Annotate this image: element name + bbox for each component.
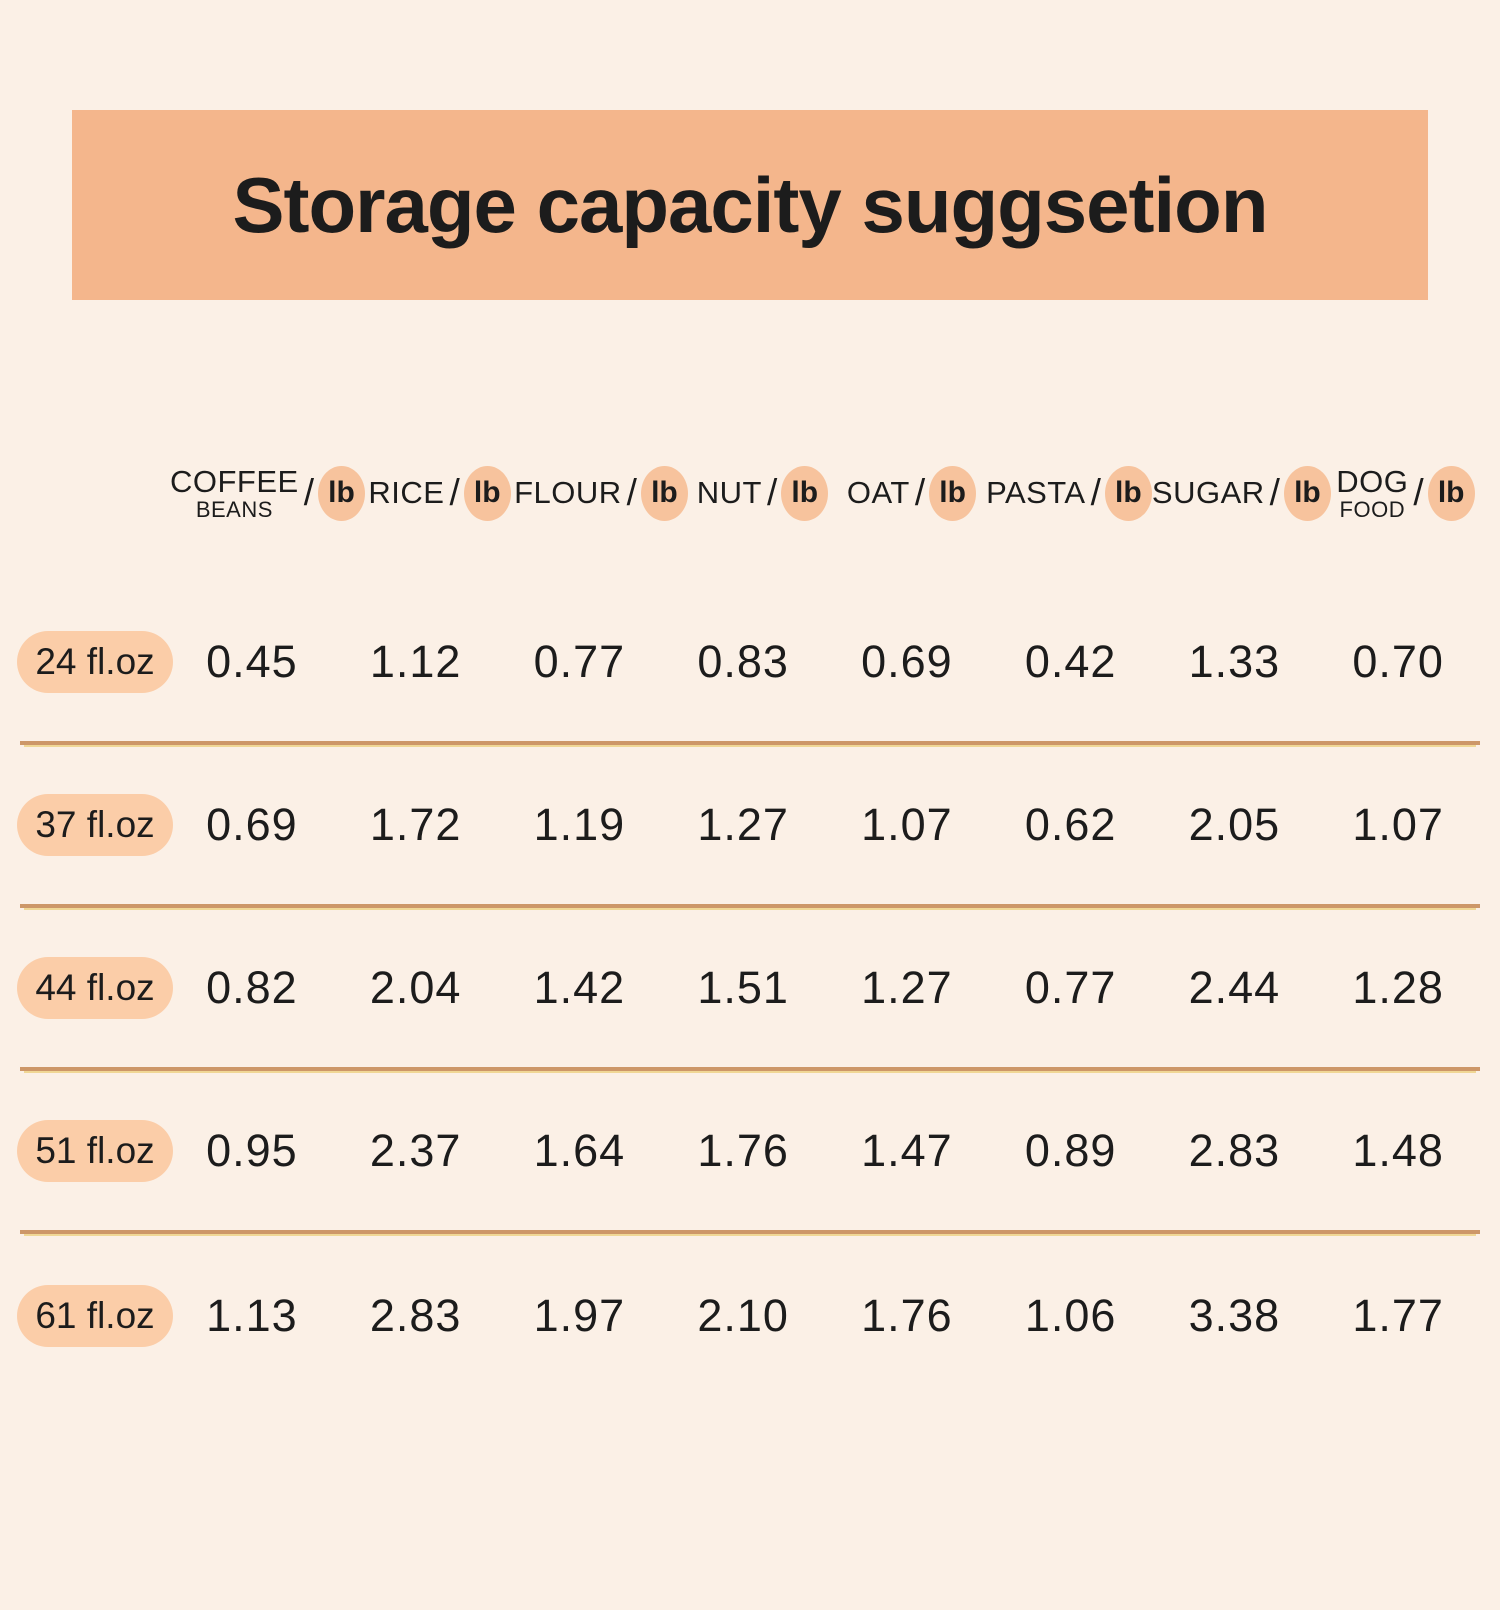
- value-cell: 0.77: [533, 635, 626, 687]
- value-cell: 1.76: [861, 1289, 953, 1341]
- column-name: OAT: [846, 475, 910, 510]
- column-name: DOG: [1336, 463, 1409, 499]
- column-name: SUGAR: [1151, 475, 1265, 510]
- value-cell: 2.05: [1188, 798, 1281, 850]
- table-row-51floz: 51 fl.oz 0.95 2.37 1.64 1.76 1.47 0.89 2…: [17, 1071, 1480, 1234]
- value-cell: 3.38: [1188, 1289, 1281, 1341]
- column-header-nut: NUT / lb: [688, 465, 837, 521]
- value-cell: 1.28: [1352, 961, 1444, 1013]
- value-cell: 0.95: [206, 1124, 298, 1176]
- value-cell: 1.77: [1352, 1289, 1444, 1341]
- column-name: PASTA: [986, 475, 1086, 510]
- value-cell: 1.97: [533, 1289, 626, 1341]
- page-title: Storage capacity suggsetion: [232, 160, 1269, 249]
- column-header-sugar: SUGAR / lb: [1152, 465, 1331, 521]
- slash-separator: /: [449, 472, 460, 513]
- value-cell: 0.70: [1352, 635, 1444, 687]
- unit-badge: lb: [1283, 465, 1331, 521]
- table-row-44floz: 44 fl.oz 0.82 2.04 1.42 1.51 1.27 0.77 2…: [17, 908, 1480, 1071]
- column-name-stack: RICE: [368, 475, 444, 511]
- column-name-stack: PASTA: [986, 475, 1086, 511]
- value-cell: 2.10: [697, 1289, 789, 1341]
- slash-separator: /: [1269, 472, 1280, 513]
- value-cell: 1.48: [1352, 1124, 1444, 1176]
- column-name-stack: COFFEE BEANS: [170, 464, 299, 523]
- value-cell: 1.19: [533, 798, 626, 850]
- column-header-coffee-beans: COFFEE BEANS / lb: [170, 464, 366, 523]
- unit-badge: lb: [781, 465, 829, 521]
- column-header-dog-food: DOG FOOD / lb: [1331, 464, 1480, 523]
- column-subname: BEANS: [195, 496, 273, 522]
- value-cell: 1.72: [369, 798, 462, 850]
- table-header-row: COFFEE BEANS / lb RICE / lb FLOUR / lb: [20, 438, 1480, 548]
- column-name: COFFEE: [170, 463, 299, 499]
- value-cell: 1.33: [1188, 635, 1281, 687]
- value-cell: 1.27: [697, 798, 789, 850]
- row-size-pill: 37 fl.oz: [17, 793, 173, 856]
- column-name: FLOUR: [514, 475, 622, 510]
- value-cell: 1.12: [369, 635, 462, 687]
- column-name-stack: NUT: [697, 475, 762, 511]
- value-cell: 1.06: [1024, 1289, 1117, 1341]
- unit-badge: lb: [318, 465, 366, 521]
- column-subname: FOOD: [1339, 496, 1406, 522]
- value-cell: 0.62: [1024, 798, 1117, 850]
- column-name: RICE: [368, 475, 445, 510]
- column-name-stack: SUGAR: [1152, 475, 1265, 511]
- title-banner: Storage capacity suggsetion: [72, 110, 1428, 300]
- value-cell: 1.13: [206, 1289, 298, 1341]
- value-cell: 0.83: [697, 635, 789, 687]
- column-name-stack: DOG FOOD: [1336, 464, 1408, 523]
- value-cell: 0.42: [1024, 635, 1117, 687]
- value-cell: 1.76: [697, 1124, 789, 1176]
- column-header-pasta: PASTA / lb: [986, 465, 1152, 521]
- value-cell: 0.45: [206, 635, 298, 687]
- slash-separator: /: [766, 472, 778, 513]
- slash-separator: /: [626, 472, 637, 513]
- capacity-table: COFFEE BEANS / lb RICE / lb FLOUR / lb: [17, 438, 1480, 1397]
- unit-badge: lb: [463, 465, 511, 521]
- column-name-stack: FLOUR: [514, 475, 622, 511]
- value-cell: 1.07: [861, 798, 953, 850]
- value-cell: 2.83: [1188, 1124, 1281, 1176]
- value-cell: 0.77: [1024, 961, 1117, 1013]
- column-name: NUT: [696, 475, 762, 510]
- unit-badge: lb: [640, 465, 688, 521]
- value-cell: 0.69: [861, 635, 953, 687]
- value-cell: 2.44: [1188, 961, 1281, 1013]
- unit-badge: lb: [929, 465, 977, 521]
- value-cell: 2.83: [369, 1289, 462, 1341]
- column-name-stack: OAT: [847, 475, 910, 511]
- value-cell: 2.04: [369, 961, 462, 1013]
- row-size-pill: 51 fl.oz: [17, 1119, 173, 1182]
- value-cell: 1.47: [861, 1124, 953, 1176]
- value-cell: 1.42: [533, 961, 626, 1013]
- table-row-24floz: 24 fl.oz 0.45 1.12 0.77 0.83 0.69 0.42 1…: [17, 582, 1480, 745]
- value-cell: 0.82: [206, 961, 298, 1013]
- table-row-61floz: 61 fl.oz 1.13 2.83 1.97 2.10 1.76 1.06 3…: [17, 1234, 1480, 1397]
- column-header-oat: OAT / lb: [837, 465, 986, 521]
- column-header-rice: RICE / lb: [365, 465, 514, 521]
- value-cell: 1.07: [1352, 798, 1444, 850]
- slash-separator: /: [303, 472, 315, 513]
- row-size-pill: 24 fl.oz: [17, 630, 173, 693]
- value-cell: 1.64: [533, 1124, 626, 1176]
- unit-badge: lb: [1427, 465, 1475, 521]
- value-cell: 0.89: [1024, 1124, 1117, 1176]
- table-row-37floz: 37 fl.oz 0.69 1.72 1.19 1.27 1.07 0.62 2…: [17, 745, 1480, 908]
- value-cell: 1.27: [861, 961, 953, 1013]
- slash-separator: /: [1413, 472, 1424, 513]
- slash-separator: /: [1090, 472, 1101, 513]
- slash-separator: /: [914, 472, 926, 513]
- value-cell: 2.37: [369, 1124, 462, 1176]
- row-size-pill: 61 fl.oz: [17, 1284, 173, 1347]
- unit-badge: lb: [1104, 465, 1152, 521]
- row-size-pill: 44 fl.oz: [17, 956, 173, 1019]
- column-header-flour: FLOUR / lb: [514, 465, 688, 521]
- value-cell: 0.69: [206, 798, 298, 850]
- value-cell: 1.51: [697, 961, 789, 1013]
